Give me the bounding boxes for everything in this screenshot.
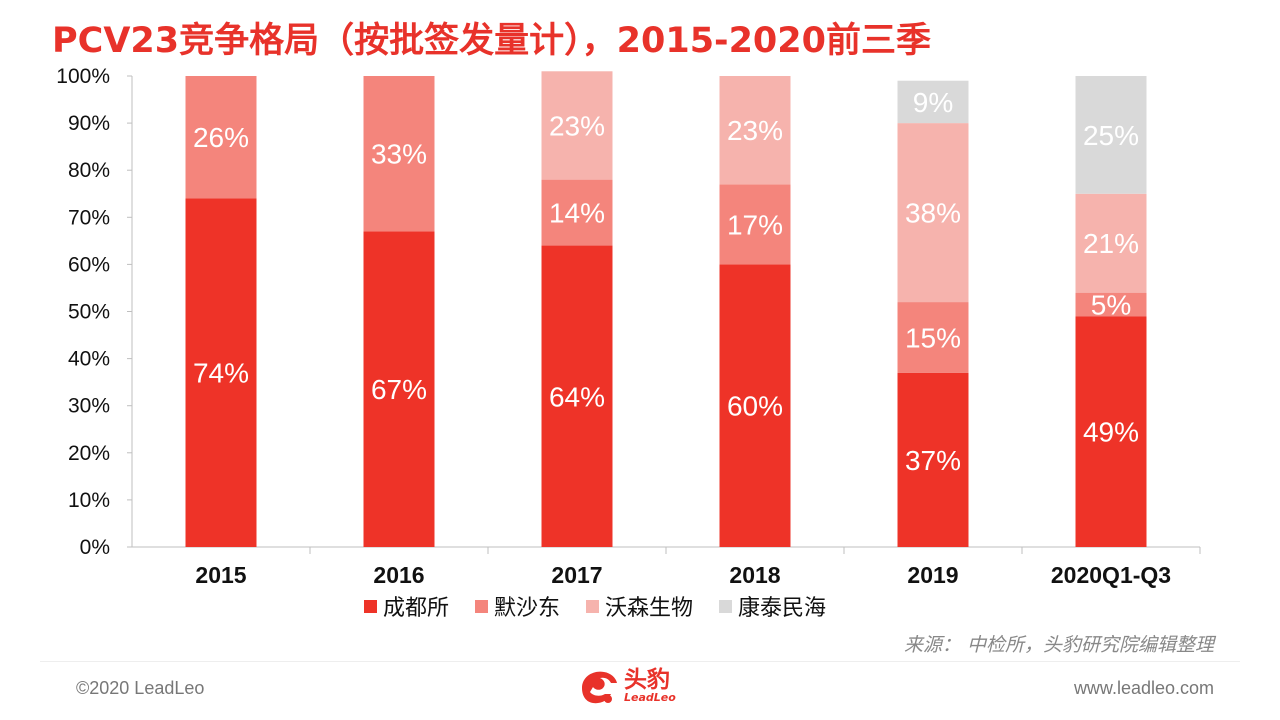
leadleo-logo: 头豹 LeadLeo bbox=[578, 666, 676, 706]
bar-segment bbox=[1075, 193, 1147, 293]
copyright-text: ©2020 LeadLeo bbox=[76, 678, 205, 698]
y-tick-label: 100% bbox=[56, 65, 110, 88]
data-label: 33% bbox=[371, 139, 427, 170]
x-tick-label: 2016 bbox=[373, 562, 424, 588]
y-tick-label: 50% bbox=[68, 301, 110, 324]
website-url: www.leadleo.com bbox=[1073, 678, 1214, 698]
data-label: 21% bbox=[1083, 228, 1139, 259]
bar-segment bbox=[719, 184, 791, 265]
data-label: 38% bbox=[905, 198, 961, 229]
y-tick-label: 30% bbox=[68, 395, 110, 418]
y-tick-label: 90% bbox=[68, 112, 110, 135]
bar-segment bbox=[1075, 292, 1147, 317]
bar-segment bbox=[541, 179, 613, 246]
logo-chinese-text: 头豹 bbox=[624, 667, 670, 693]
bar-segment bbox=[897, 80, 969, 124]
y-tick-label: 60% bbox=[68, 253, 110, 276]
data-label: 15% bbox=[905, 322, 961, 353]
legend-item-walvax: 沃森生物 bbox=[586, 590, 693, 622]
legend-swatch bbox=[719, 599, 733, 613]
bar-segment bbox=[897, 302, 969, 373]
legend-swatch bbox=[364, 599, 377, 613]
bar-segment bbox=[185, 198, 257, 547]
data-label: 9% bbox=[913, 87, 953, 118]
bar-segment bbox=[719, 76, 791, 185]
x-tick-label: 2015 bbox=[195, 562, 246, 588]
legend-item-kangtai: 康泰民海 bbox=[719, 590, 826, 622]
data-label: 23% bbox=[727, 115, 783, 146]
source-note: 来源： 中检所，头豹研究院编辑整理 bbox=[903, 634, 1214, 656]
bar-segment bbox=[363, 76, 435, 232]
y-tick-label: 10% bbox=[68, 489, 110, 512]
y-tick-label: 80% bbox=[68, 159, 110, 182]
y-tick-label: 0% bbox=[80, 536, 110, 559]
data-label: 49% bbox=[1083, 417, 1139, 448]
data-label: 26% bbox=[193, 122, 249, 153]
x-tick-label: 2020Q1-Q3 bbox=[1051, 562, 1171, 588]
bar-segment bbox=[897, 123, 969, 303]
legend-swatch bbox=[586, 599, 600, 613]
footer-divider bbox=[40, 661, 1240, 662]
data-label: 17% bbox=[727, 209, 783, 240]
data-label: 60% bbox=[727, 391, 783, 422]
legend-item-chengdu: 成都所 bbox=[364, 590, 449, 622]
data-label: 25% bbox=[1083, 120, 1139, 151]
y-tick-label: 20% bbox=[68, 442, 110, 465]
leopard-head-icon bbox=[582, 671, 617, 704]
x-tick-label: 2017 bbox=[551, 562, 602, 588]
bar-segment bbox=[1075, 316, 1147, 547]
chart-title: PCV23竞争格局（按批签发量计），2015-2020前三季 bbox=[52, 21, 931, 61]
data-label: 67% bbox=[371, 374, 427, 405]
data-label: 37% bbox=[905, 445, 961, 476]
x-tick-label: 2018 bbox=[729, 562, 780, 588]
legend-label: 沃森生物 bbox=[605, 596, 694, 621]
bar-segment bbox=[1075, 76, 1147, 194]
legend-label: 成都所 bbox=[383, 596, 450, 621]
legend-swatch bbox=[475, 599, 489, 613]
bar-segment bbox=[541, 71, 613, 180]
legend-label: 康泰民海 bbox=[738, 596, 827, 621]
bar-segment bbox=[897, 372, 969, 547]
legend-label: 默沙东 bbox=[494, 596, 561, 621]
bar-segment bbox=[719, 264, 791, 547]
legend-item-msd: 默沙东 bbox=[475, 590, 560, 622]
y-tick-label: 40% bbox=[68, 348, 110, 371]
bar-segment bbox=[185, 76, 257, 199]
data-label: 23% bbox=[549, 110, 605, 141]
bar-segment bbox=[363, 231, 435, 547]
chart-legend: 成都所 默沙东 沃森生物 康泰民海 bbox=[364, 590, 852, 622]
data-label: 74% bbox=[193, 358, 249, 389]
x-tick-label: 2019 bbox=[907, 562, 958, 588]
data-label: 64% bbox=[549, 381, 605, 412]
data-label: 5% bbox=[1091, 289, 1131, 320]
logo-english-text: LeadLeo bbox=[624, 691, 676, 704]
data-label: 14% bbox=[549, 198, 605, 229]
bar-segment bbox=[541, 245, 613, 547]
y-tick-label: 70% bbox=[68, 206, 110, 229]
